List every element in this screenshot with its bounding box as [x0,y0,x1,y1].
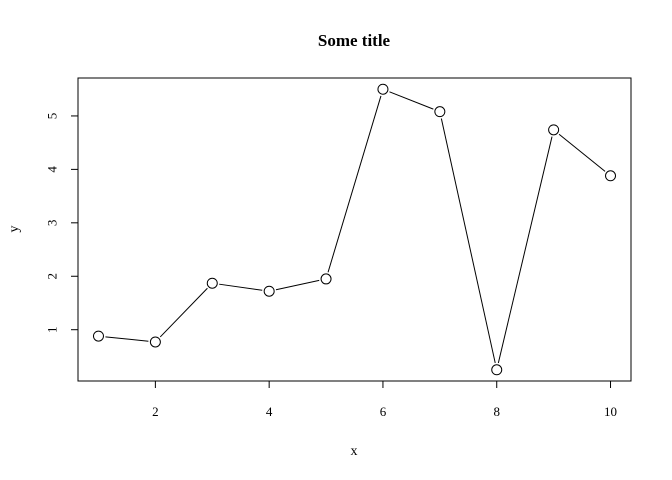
series-line-segment [440,118,496,364]
data-point [149,336,161,348]
x-tick-label: 4 [266,404,273,419]
y-tick-label: 1 [45,326,60,333]
y-tick-label: 4 [45,166,60,173]
y-axis: 1 2 3 4 5 [45,113,79,333]
x-tick-label: 6 [380,404,387,419]
y-tick-label: 3 [45,220,60,227]
data-point [377,83,389,95]
series-line-segment [389,91,434,110]
data-point [263,285,275,297]
y-tick-label: 2 [45,273,60,280]
x-tick-label: 2 [152,404,159,419]
data-point [320,273,332,285]
series-group [92,83,617,376]
data-point [206,277,218,289]
series-line-segment [497,136,553,364]
data-point [434,106,446,118]
x-tick-label: 10 [604,404,617,419]
series-line-segment [275,279,320,291]
data-point [491,364,503,376]
x-axis: 2 4 6 8 10 [152,380,617,419]
series-line-segment [159,287,208,338]
series-line-segment [219,283,263,291]
y-axis-label: y [7,226,22,233]
x-axis-label: x [351,444,358,459]
chart-title: Some title [318,31,391,50]
data-point [548,124,560,136]
series-line-segment [558,133,606,172]
x-tick-label: 8 [493,404,500,419]
series-line-segment [105,336,149,342]
data-point [605,170,617,182]
series-line-segment [327,95,382,273]
y-tick-label: 5 [45,113,60,120]
data-point [92,330,104,342]
